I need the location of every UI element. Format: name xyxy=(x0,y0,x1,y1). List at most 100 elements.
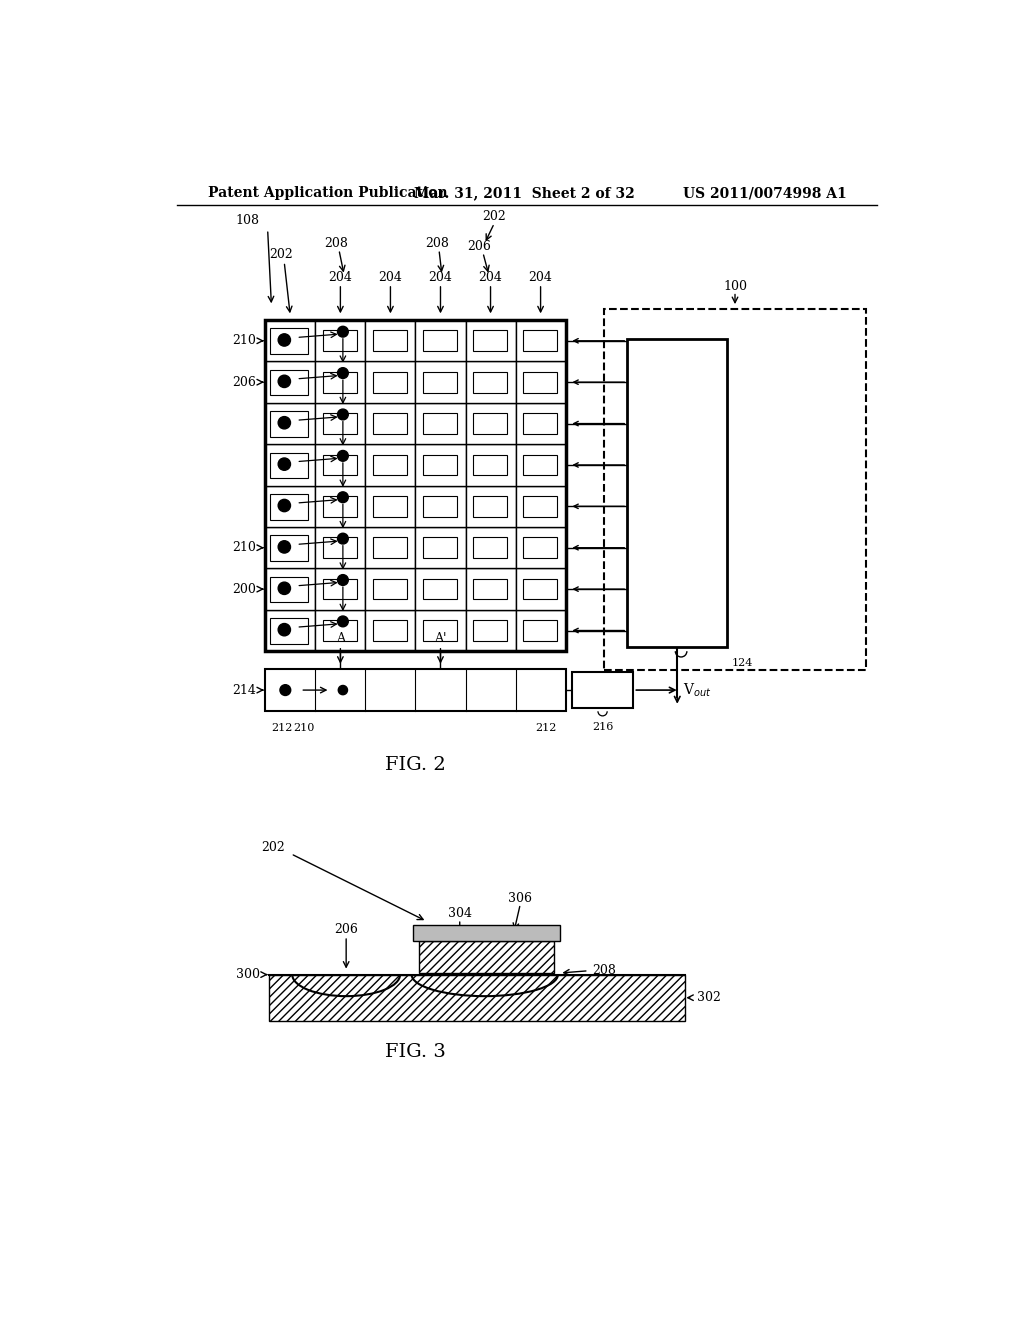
Text: 210: 210 xyxy=(293,723,314,733)
Text: 214: 214 xyxy=(232,684,256,697)
Text: 304: 304 xyxy=(447,907,472,920)
Bar xyxy=(423,372,457,392)
Bar xyxy=(265,445,315,486)
Bar xyxy=(515,486,565,527)
Circle shape xyxy=(338,574,348,585)
Text: 212: 212 xyxy=(271,723,293,733)
Bar xyxy=(423,330,457,351)
Circle shape xyxy=(279,582,291,594)
Text: Mar. 31, 2011  Sheet 2 of 32: Mar. 31, 2011 Sheet 2 of 32 xyxy=(415,186,635,201)
Bar xyxy=(323,496,357,516)
Text: 100: 100 xyxy=(723,280,748,293)
Bar xyxy=(373,496,407,516)
Bar xyxy=(373,330,407,351)
Bar xyxy=(366,403,416,445)
Bar xyxy=(515,445,565,486)
Bar xyxy=(323,330,357,351)
Bar xyxy=(515,362,565,403)
Bar xyxy=(366,445,416,486)
Text: 202: 202 xyxy=(269,248,293,261)
Text: 216: 216 xyxy=(592,722,613,731)
Bar xyxy=(423,454,457,475)
Bar xyxy=(270,453,308,478)
Circle shape xyxy=(279,541,291,553)
Bar xyxy=(466,321,515,362)
Bar xyxy=(523,413,557,434)
Circle shape xyxy=(279,499,291,512)
Bar xyxy=(270,494,308,520)
Bar xyxy=(473,330,507,351)
Bar xyxy=(523,537,557,558)
Bar xyxy=(523,620,557,640)
Bar xyxy=(366,486,416,527)
Bar xyxy=(270,411,308,437)
Bar xyxy=(413,925,560,941)
Bar xyxy=(315,445,366,486)
Circle shape xyxy=(338,685,347,694)
Bar xyxy=(466,486,515,527)
Bar xyxy=(323,413,357,434)
Circle shape xyxy=(338,326,348,337)
Text: 306: 306 xyxy=(508,892,532,906)
Circle shape xyxy=(279,375,291,388)
Bar xyxy=(515,569,565,610)
Bar xyxy=(523,372,557,392)
Bar xyxy=(473,578,507,599)
Bar xyxy=(423,413,457,434)
Text: 302: 302 xyxy=(696,991,721,1005)
Text: FIG. 3: FIG. 3 xyxy=(385,1043,445,1060)
Bar xyxy=(270,577,308,602)
Text: 202: 202 xyxy=(482,210,506,223)
Text: A: A xyxy=(336,631,345,644)
Bar xyxy=(515,321,565,362)
Bar xyxy=(315,403,366,445)
Bar xyxy=(416,486,466,527)
Bar xyxy=(315,486,366,527)
Text: 204: 204 xyxy=(478,271,503,284)
Circle shape xyxy=(279,623,291,636)
Text: US 2011/0074998 A1: US 2011/0074998 A1 xyxy=(683,186,847,201)
Bar xyxy=(366,610,416,651)
Text: Patent Application Publication: Patent Application Publication xyxy=(208,186,447,201)
Bar xyxy=(265,486,315,527)
Bar xyxy=(604,309,866,671)
Bar xyxy=(265,321,315,362)
Bar xyxy=(473,496,507,516)
Bar xyxy=(416,569,466,610)
Bar xyxy=(416,527,466,569)
Bar xyxy=(423,578,457,599)
Text: 204: 204 xyxy=(528,271,553,284)
Bar xyxy=(416,610,466,651)
Text: 206: 206 xyxy=(467,240,490,253)
Circle shape xyxy=(338,409,348,420)
Text: 208: 208 xyxy=(325,236,348,249)
Text: A': A' xyxy=(434,631,446,644)
Bar xyxy=(265,569,315,610)
Circle shape xyxy=(338,616,348,627)
Bar xyxy=(366,527,416,569)
Bar xyxy=(466,403,515,445)
Bar xyxy=(315,527,366,569)
Bar xyxy=(323,372,357,392)
Bar xyxy=(265,362,315,403)
Circle shape xyxy=(338,450,348,461)
Bar xyxy=(270,618,308,644)
Bar xyxy=(269,974,685,1020)
Bar xyxy=(323,620,357,640)
Bar xyxy=(315,362,366,403)
Bar xyxy=(515,527,565,569)
Bar xyxy=(523,330,557,351)
Bar xyxy=(423,620,457,640)
Bar xyxy=(373,578,407,599)
Bar xyxy=(315,321,366,362)
Bar xyxy=(265,403,315,445)
Bar xyxy=(323,537,357,558)
Bar xyxy=(366,569,416,610)
Text: 204: 204 xyxy=(329,271,352,284)
Circle shape xyxy=(338,492,348,503)
Bar xyxy=(466,445,515,486)
Bar xyxy=(571,672,634,708)
Bar xyxy=(423,496,457,516)
Bar xyxy=(373,413,407,434)
Circle shape xyxy=(338,368,348,379)
